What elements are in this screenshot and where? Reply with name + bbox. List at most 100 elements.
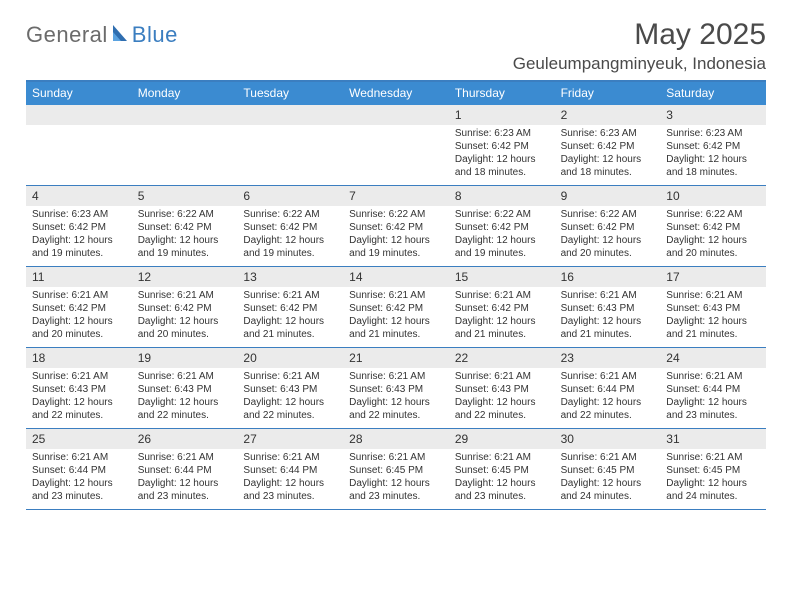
day-sunrise: Sunrise: 6:21 AM — [666, 289, 762, 302]
day-cell — [132, 125, 238, 185]
day-cell: Sunrise: 6:21 AMSunset: 6:43 PMDaylight:… — [132, 368, 238, 428]
day-cell: Sunrise: 6:23 AMSunset: 6:42 PMDaylight:… — [555, 125, 661, 185]
day-sunset: Sunset: 6:43 PM — [349, 383, 445, 396]
day-sunset: Sunset: 6:42 PM — [666, 221, 762, 234]
day-number: 13 — [237, 267, 343, 287]
day-number: 17 — [660, 267, 766, 287]
day-daylight2: and 20 minutes. — [32, 328, 128, 341]
day-number: 26 — [132, 429, 238, 449]
day-daylight2: and 23 minutes. — [138, 490, 234, 503]
day-daylight1: Daylight: 12 hours — [455, 396, 551, 409]
day-cell: Sunrise: 6:21 AMSunset: 6:44 PMDaylight:… — [132, 449, 238, 509]
day-daylight2: and 22 minutes. — [138, 409, 234, 422]
day-cell: Sunrise: 6:21 AMSunset: 6:42 PMDaylight:… — [343, 287, 449, 347]
day-sunrise: Sunrise: 6:23 AM — [666, 127, 762, 140]
day-number: 27 — [237, 429, 343, 449]
day-cell: Sunrise: 6:21 AMSunset: 6:42 PMDaylight:… — [26, 287, 132, 347]
day-daylight1: Daylight: 12 hours — [666, 234, 762, 247]
day-daylight2: and 19 minutes. — [243, 247, 339, 260]
daynum-band: 123 — [26, 105, 766, 125]
day-daylight2: and 19 minutes. — [138, 247, 234, 260]
day-sunrise: Sunrise: 6:21 AM — [666, 451, 762, 464]
day-number — [343, 105, 449, 125]
day-sunset: Sunset: 6:44 PM — [243, 464, 339, 477]
day-sunrise: Sunrise: 6:21 AM — [455, 370, 551, 383]
day-sunrise: Sunrise: 6:21 AM — [349, 289, 445, 302]
day-sunset: Sunset: 6:43 PM — [32, 383, 128, 396]
day-daylight2: and 20 minutes. — [666, 247, 762, 260]
day-number — [132, 105, 238, 125]
day-sunrise: Sunrise: 6:21 AM — [243, 451, 339, 464]
calendar-grid: Sunday Monday Tuesday Wednesday Thursday… — [26, 80, 766, 510]
day-sunset: Sunset: 6:42 PM — [32, 221, 128, 234]
day-number: 31 — [660, 429, 766, 449]
day-daylight2: and 22 minutes. — [349, 409, 445, 422]
day-sunrise: Sunrise: 6:21 AM — [561, 289, 657, 302]
day-daylight1: Daylight: 12 hours — [243, 396, 339, 409]
daynum-band: 18192021222324 — [26, 348, 766, 368]
day-number: 28 — [343, 429, 449, 449]
day-daylight1: Daylight: 12 hours — [32, 234, 128, 247]
day-cell: Sunrise: 6:21 AMSunset: 6:45 PMDaylight:… — [449, 449, 555, 509]
day-daylight2: and 23 minutes. — [455, 490, 551, 503]
logo-text-general: General — [26, 22, 108, 48]
week-row: 18192021222324Sunrise: 6:21 AMSunset: 6:… — [26, 348, 766, 429]
day-sunset: Sunset: 6:42 PM — [455, 221, 551, 234]
day-daylight1: Daylight: 12 hours — [561, 396, 657, 409]
day-daylight2: and 23 minutes. — [243, 490, 339, 503]
day-number: 14 — [343, 267, 449, 287]
day-sunrise: Sunrise: 6:22 AM — [666, 208, 762, 221]
day-cell: Sunrise: 6:21 AMSunset: 6:42 PMDaylight:… — [132, 287, 238, 347]
day-number: 3 — [660, 105, 766, 125]
day-sunset: Sunset: 6:45 PM — [455, 464, 551, 477]
day-sunset: Sunset: 6:44 PM — [666, 383, 762, 396]
day-daylight1: Daylight: 12 hours — [455, 153, 551, 166]
weekday-label: Tuesday — [237, 82, 343, 105]
day-sunset: Sunset: 6:42 PM — [243, 302, 339, 315]
day-sunrise: Sunrise: 6:22 AM — [455, 208, 551, 221]
day-daylight2: and 21 minutes. — [666, 328, 762, 341]
day-sunrise: Sunrise: 6:21 AM — [32, 451, 128, 464]
day-daylight1: Daylight: 12 hours — [243, 234, 339, 247]
day-sunrise: Sunrise: 6:21 AM — [666, 370, 762, 383]
day-sunrise: Sunrise: 6:23 AM — [561, 127, 657, 140]
day-sunset: Sunset: 6:42 PM — [666, 140, 762, 153]
day-cell: Sunrise: 6:22 AMSunset: 6:42 PMDaylight:… — [555, 206, 661, 266]
day-daylight2: and 18 minutes. — [561, 166, 657, 179]
day-sunrise: Sunrise: 6:21 AM — [349, 451, 445, 464]
day-cell: Sunrise: 6:22 AMSunset: 6:42 PMDaylight:… — [660, 206, 766, 266]
day-daylight1: Daylight: 12 hours — [455, 477, 551, 490]
day-daylight1: Daylight: 12 hours — [138, 477, 234, 490]
day-sunrise: Sunrise: 6:21 AM — [32, 289, 128, 302]
day-sunset: Sunset: 6:45 PM — [561, 464, 657, 477]
day-sunset: Sunset: 6:43 PM — [455, 383, 551, 396]
day-sunset: Sunset: 6:45 PM — [666, 464, 762, 477]
day-number: 25 — [26, 429, 132, 449]
day-sunset: Sunset: 6:43 PM — [561, 302, 657, 315]
day-number: 20 — [237, 348, 343, 368]
day-daylight1: Daylight: 12 hours — [455, 234, 551, 247]
daynum-band: 25262728293031 — [26, 429, 766, 449]
weekday-label: Friday — [555, 82, 661, 105]
day-sunset: Sunset: 6:42 PM — [32, 302, 128, 315]
day-daylight2: and 22 minutes. — [243, 409, 339, 422]
day-daylight1: Daylight: 12 hours — [138, 315, 234, 328]
day-number: 2 — [555, 105, 661, 125]
day-sunset: Sunset: 6:44 PM — [561, 383, 657, 396]
day-daylight2: and 23 minutes. — [666, 409, 762, 422]
day-sunset: Sunset: 6:44 PM — [32, 464, 128, 477]
week-row: 25262728293031Sunrise: 6:21 AMSunset: 6:… — [26, 429, 766, 510]
day-sunrise: Sunrise: 6:22 AM — [349, 208, 445, 221]
day-cell: Sunrise: 6:21 AMSunset: 6:44 PMDaylight:… — [660, 368, 766, 428]
day-daylight1: Daylight: 12 hours — [349, 477, 445, 490]
day-cell: Sunrise: 6:21 AMSunset: 6:43 PMDaylight:… — [26, 368, 132, 428]
day-cell: Sunrise: 6:21 AMSunset: 6:44 PMDaylight:… — [26, 449, 132, 509]
month-title: May 2025 — [513, 18, 766, 52]
day-sunrise: Sunrise: 6:21 AM — [138, 370, 234, 383]
weekday-label: Monday — [132, 82, 238, 105]
day-daylight1: Daylight: 12 hours — [455, 315, 551, 328]
day-daylight2: and 19 minutes. — [32, 247, 128, 260]
day-daylight1: Daylight: 12 hours — [32, 396, 128, 409]
title-block: May 2025 Geuleumpangminyeuk, Indonesia — [513, 18, 766, 74]
day-daylight1: Daylight: 12 hours — [666, 396, 762, 409]
